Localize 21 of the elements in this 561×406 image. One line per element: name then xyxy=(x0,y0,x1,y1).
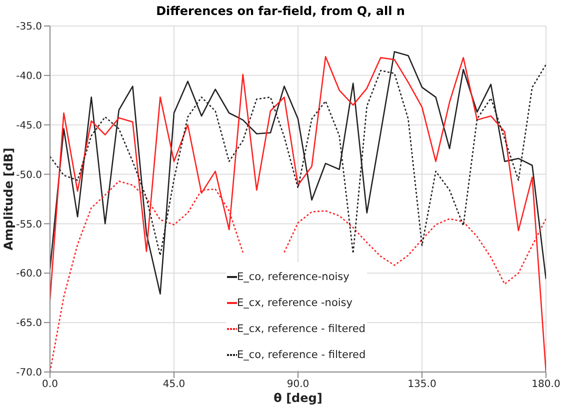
y-tick-label: -50.0 xyxy=(16,170,42,181)
x-tick-label: 0.0 xyxy=(42,379,58,390)
y-tick-label: -70.0 xyxy=(16,368,42,379)
chart-title: Differences on far-field, from Q, all n xyxy=(155,4,406,18)
legend-label: E_cx, reference -noisy xyxy=(237,297,352,309)
y-tick-label: -55.0 xyxy=(16,219,42,230)
y-tick-label: -60.0 xyxy=(16,268,42,280)
x-tick-label: 135.0 xyxy=(408,379,436,390)
x-tick-label: 90.0 xyxy=(286,379,310,390)
legend-label: E_co, reference-noisy xyxy=(237,271,350,283)
y-tick-label: -45.0 xyxy=(16,120,42,132)
x-tick-label: 45.0 xyxy=(162,379,186,390)
y-tick-label: -35.0 xyxy=(16,22,42,33)
legend-label: E_co, reference - filtered xyxy=(237,349,366,361)
y-tick-label: -40.0 xyxy=(16,70,42,82)
line-series xyxy=(50,51,546,295)
y-tick-label: -65.0 xyxy=(16,318,42,330)
x-tick-label: 180.0 xyxy=(532,379,560,390)
y-axis-title: Amplitude [dB] xyxy=(1,148,16,250)
x-axis-title: θ [deg] xyxy=(274,391,322,405)
legend-label: E_cx, reference - filtered xyxy=(237,323,366,335)
